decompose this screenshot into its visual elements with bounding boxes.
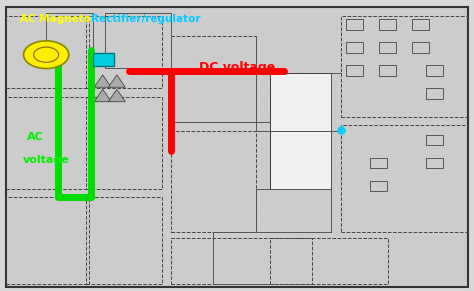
Bar	[370, 158, 387, 168]
Point	[337, 127, 345, 132]
Bar	[346, 65, 363, 76]
Bar	[346, 19, 363, 30]
Polygon shape	[94, 75, 111, 87]
Bar	[171, 238, 312, 284]
Bar	[93, 53, 115, 66]
Bar	[370, 181, 387, 191]
Circle shape	[24, 41, 69, 69]
Polygon shape	[109, 75, 125, 87]
Bar	[6, 16, 89, 88]
Bar	[427, 65, 443, 76]
Bar	[379, 42, 396, 53]
Bar	[86, 197, 162, 284]
Bar	[86, 97, 162, 189]
Polygon shape	[109, 89, 125, 102]
Polygon shape	[94, 89, 111, 102]
Bar	[270, 238, 388, 284]
Bar	[6, 97, 89, 189]
Bar	[379, 19, 396, 30]
Bar	[270, 73, 331, 131]
Bar	[379, 65, 396, 76]
Bar	[6, 197, 89, 284]
Bar	[427, 158, 443, 168]
Text: voltage: voltage	[23, 155, 69, 165]
Bar	[412, 19, 429, 30]
Bar	[341, 16, 468, 117]
Text: AC Magneto: AC Magneto	[20, 14, 91, 24]
Text: Rectifier/regulator: Rectifier/regulator	[91, 14, 201, 24]
Bar	[412, 42, 429, 53]
Bar	[346, 42, 363, 53]
Bar	[427, 88, 443, 99]
Bar	[341, 125, 468, 232]
Bar	[427, 134, 443, 145]
Bar	[270, 73, 331, 189]
Text: DC voltage: DC voltage	[199, 61, 275, 74]
Bar	[171, 131, 256, 232]
Text: AC: AC	[27, 132, 44, 142]
Bar	[171, 36, 256, 123]
Bar	[86, 16, 162, 88]
